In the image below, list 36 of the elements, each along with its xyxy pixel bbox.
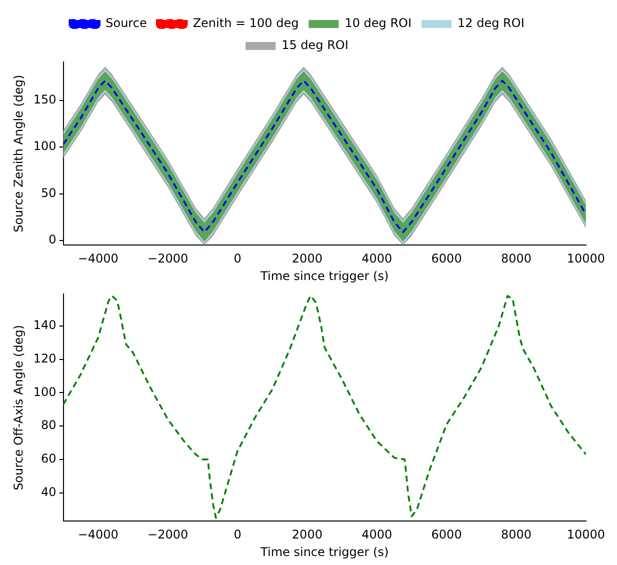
y-tick-label: 140 — [33, 318, 56, 332]
legend-label: 10 deg ROI — [344, 16, 412, 30]
x-tick-label: 0 — [234, 252, 242, 266]
y-tick-label: 120 — [33, 351, 56, 366]
y-tick-label: 80 — [41, 418, 56, 432]
x-tick-label: 10000 — [566, 252, 606, 266]
y-axis-title: Source Zenith Angle (deg) — [11, 74, 26, 232]
x-axis-title: Time since trigger (s) — [260, 544, 389, 559]
y-tick-label: 100 — [33, 384, 56, 399]
x-tick-label: 4000 — [362, 252, 392, 266]
y-tick-label: 60 — [41, 452, 56, 466]
x-tick-label: −2000 — [148, 528, 188, 542]
x-tick-label: 10000 — [566, 528, 606, 542]
x-tick-label: −4000 — [78, 528, 118, 542]
x-tick-label: −4000 — [78, 252, 118, 266]
x-tick-label: 8000 — [500, 528, 532, 542]
y-tick-label: 40 — [41, 484, 56, 499]
x-tick-label: 2000 — [292, 252, 322, 266]
x-tick-label: 0 — [234, 528, 242, 542]
x-tick-label: 2000 — [292, 528, 322, 542]
line-series — [63, 294, 586, 519]
legend-label: Source — [106, 16, 147, 30]
legend-label: 15 deg ROI — [282, 38, 348, 52]
legend-label: Zenith = 100 deg — [192, 16, 299, 30]
y-tick-label: 50 — [41, 186, 56, 200]
x-tick-label: 8000 — [500, 252, 532, 266]
x-tick-label: −2000 — [148, 252, 188, 266]
y-axis-title: Source Off-Axis Angle (deg) — [11, 324, 26, 490]
x-axis-title: Time since trigger (s) — [260, 268, 389, 283]
legend-label: 12 deg ROI — [458, 16, 524, 30]
y-tick-label: 100 — [33, 139, 56, 154]
x-tick-label: 6000 — [431, 528, 462, 542]
x-tick-label: 4000 — [362, 528, 392, 542]
y-tick-label: 0 — [48, 232, 56, 247]
x-tick-label: 6000 — [431, 252, 462, 266]
y-tick-label: 150 — [33, 92, 56, 106]
